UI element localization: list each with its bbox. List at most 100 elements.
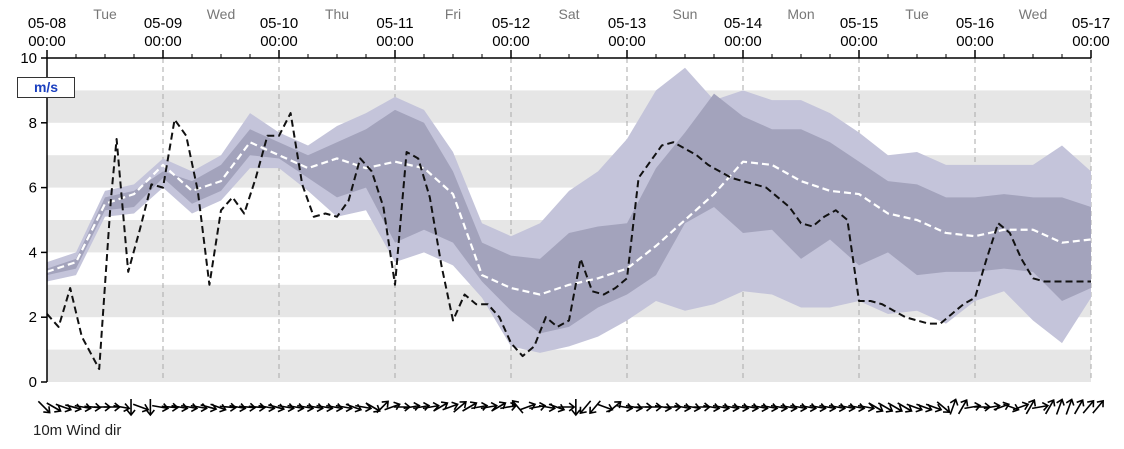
wind-arrow-shaft — [326, 404, 343, 410]
wind-arrow-head — [190, 403, 199, 413]
wind-arrow-shaft — [355, 404, 372, 410]
wind-arrow — [1073, 398, 1085, 415]
wind-arrow — [897, 402, 913, 413]
grey-stripe — [47, 349, 1091, 382]
wind-arrow-head — [664, 403, 673, 413]
wind-arrow-shaft — [654, 404, 671, 410]
wind-arrow-head — [895, 404, 903, 413]
wind-arrow-head — [54, 404, 62, 413]
wind-arrow-shaft — [848, 404, 865, 410]
wind-arrow — [1065, 398, 1075, 415]
wind-arrow-shaft — [113, 404, 130, 410]
wind-arrow-head — [413, 401, 421, 411]
wind-arrow-head — [1087, 399, 1095, 408]
wind-arrow — [683, 403, 702, 413]
wind-arrow-shaft — [799, 404, 816, 410]
wind-arrow — [306, 403, 324, 413]
wind-arrow — [326, 403, 344, 413]
wind-arrow-shaft — [37, 400, 51, 414]
wind-arrow-shaft — [462, 402, 477, 412]
y-tick-label: 0 — [29, 374, 37, 391]
wind-arrow — [887, 402, 903, 413]
x-axis-labels: 05-0800:0005-0900:0005-1000:0005-1100:00… — [28, 6, 1110, 50]
observation-line — [46, 112, 1091, 371]
wind-arrow-shaft — [433, 402, 448, 412]
wind-arrow-shaft — [277, 404, 294, 410]
wind-arrow-shaft — [74, 404, 91, 410]
wind-arrow-shaft — [491, 402, 506, 412]
wind-arrow — [316, 403, 334, 413]
wind-arrow — [219, 402, 237, 412]
wind-arrow — [625, 403, 643, 413]
wind-arrow-head — [43, 406, 51, 414]
wind-arrow — [1012, 401, 1030, 411]
wind-arrow-head — [684, 403, 692, 413]
wind-arrow-head — [761, 403, 769, 413]
wind-arrow-head — [942, 405, 951, 413]
wind-arrow — [442, 401, 459, 411]
wind-arrow — [732, 403, 750, 413]
wind-arrow — [287, 403, 305, 413]
wind-arrow — [433, 401, 449, 412]
wind-arrow-shaft — [712, 404, 729, 410]
wind-arrow — [453, 401, 467, 413]
wind-arrow-shaft — [471, 404, 488, 410]
wind-arrow-shaft — [442, 403, 458, 411]
unit-label: m/s — [17, 77, 75, 98]
grey-stripe — [47, 90, 1091, 123]
wind-arrow — [819, 403, 837, 413]
wind-arrow-shaft — [219, 405, 236, 409]
wind-arrow — [877, 402, 894, 413]
x-tick-date: 05-13 — [608, 15, 646, 32]
median-line — [46, 141, 1092, 296]
wind-arrow-shaft — [683, 404, 700, 410]
wind-arrow-head — [459, 401, 467, 409]
wind-arrow-shaft — [512, 400, 524, 414]
wind-arrow-head — [84, 403, 92, 413]
wind-arrow-shaft — [161, 405, 178, 409]
wind-arrow — [413, 401, 431, 411]
x-tick-date: 05-12 — [492, 15, 530, 32]
wind-arrow-shaft — [1044, 399, 1055, 415]
y-tick-label: 6 — [29, 180, 37, 197]
wind-arrow-shaft — [132, 403, 149, 411]
wind-arrow-head — [858, 403, 866, 413]
wind-arrow-head — [123, 403, 131, 413]
x-tick-time: 00:00 — [376, 33, 414, 50]
wind-arrow-head — [771, 403, 779, 413]
wind-arrow-head — [819, 403, 827, 413]
wind-arrow — [751, 403, 769, 413]
wind-arrow — [848, 403, 866, 413]
wind-arrow — [365, 402, 381, 413]
wind-arrow-shaft — [190, 404, 207, 410]
wind-arrow — [145, 399, 155, 417]
wind-arrow-shaft — [413, 404, 430, 410]
wind-arrow — [132, 403, 150, 413]
x-tick-date: 05-14 — [724, 15, 762, 32]
wind-arrow-shaft — [780, 404, 797, 410]
wind-arrow-shaft — [268, 404, 285, 410]
wind-arrow-shaft — [171, 404, 188, 410]
wind-arrow-shaft — [229, 404, 246, 410]
wind-arrow-head — [249, 402, 257, 412]
wind-arrow — [376, 400, 390, 414]
x-tick-date: 05-09 — [144, 15, 182, 32]
x-day-label: Tue — [93, 6, 117, 22]
x-tick-time: 00:00 — [260, 33, 298, 50]
wind-arrow — [838, 403, 856, 413]
wind-arrow — [936, 401, 951, 413]
x-tick-time: 00:00 — [28, 33, 66, 50]
wind-arrow-head — [848, 403, 856, 413]
wind-arrow-shaft — [1012, 403, 1029, 411]
wind-arrow-shaft — [868, 402, 883, 412]
wind-arrow — [171, 403, 189, 413]
x-day-label: Thu — [325, 6, 349, 22]
wind-arrow-head — [511, 399, 520, 408]
wind-arrow — [113, 403, 131, 413]
wind-arrow-head — [1028, 398, 1037, 407]
y-axis-labels: 0 2 4 6 8 10 — [20, 50, 37, 391]
wind-arrow-shaft — [210, 403, 226, 411]
y-tick-label: 4 — [29, 244, 37, 261]
wind-arrow-shaft — [239, 405, 256, 409]
wind-arrow — [152, 403, 170, 413]
